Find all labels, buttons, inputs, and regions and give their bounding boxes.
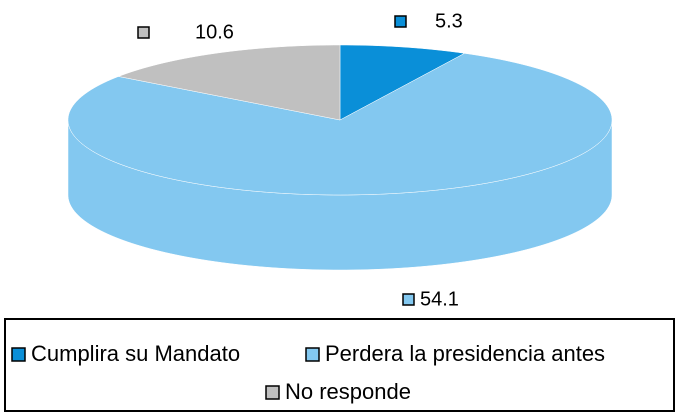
pie-slice [339, 44, 466, 121]
legend-label: Perdera la presidencia antes [325, 341, 605, 366]
label-marker [394, 15, 407, 28]
data-label: 5.3 [435, 10, 463, 32]
pie-slice [67, 53, 613, 196]
label-marker [402, 293, 415, 306]
legend-marker [265, 385, 280, 400]
legend-label: Cumplira su Mandato [31, 341, 240, 366]
legend-marker [305, 347, 320, 362]
pie-slice [117, 44, 341, 121]
legend-label: No responde [285, 379, 411, 404]
data-label: 10.6 [195, 21, 234, 43]
legend-box [4, 318, 675, 412]
label-marker [137, 26, 150, 39]
legend-marker [11, 347, 26, 362]
data-label: 54.1 [420, 288, 459, 310]
